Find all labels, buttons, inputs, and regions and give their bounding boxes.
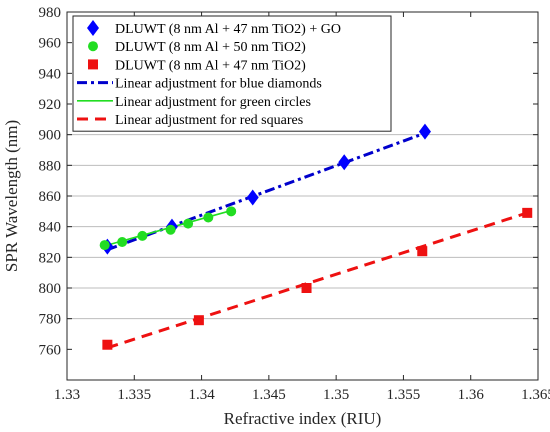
legend-marker-diamond [87,20,99,36]
legend-label: Linear adjustment for red squares [115,113,303,128]
y-tick-label: 800 [39,281,62,297]
data-point-square [193,315,204,326]
legend-label: Linear adjustment for green circles [115,95,311,110]
y-tick-label: 840 [39,220,62,236]
data-point-circle [137,230,148,241]
data-point-circle [99,240,110,251]
data-points [99,123,533,350]
data-point-circle [226,206,237,217]
x-tick-label: 1.33 [54,387,80,403]
y-tick-label: 900 [39,128,62,144]
legend-marker-circle [88,41,98,52]
data-point-circle [183,218,194,229]
data-point-square [301,283,312,293]
data-point-square [102,339,113,350]
y-tick-label: 980 [39,5,62,21]
x-tick-label: 1.335 [117,387,151,403]
y-tick-label: 860 [39,189,62,205]
y-tick-label: 940 [39,66,62,82]
data-point-square [522,207,533,218]
data-point-diamond [246,189,259,206]
x-axis-label: Refractive index (RIU) [224,409,382,428]
data-point-circle [117,237,128,247]
legend-label: DLUWT (8 nm Al + 47 nm TiO2) + GO [115,22,341,37]
y-tick-label: 820 [39,250,62,266]
x-tick-label: 1.365 [521,387,550,403]
y-tick-label: 780 [39,312,62,328]
fit-line [106,211,528,350]
data-point-square [417,246,428,257]
data-point-circle [165,224,176,235]
axis-ticks: 1.33 1.335 1.34 1.345 1.35 1.355 1.36 1.365 760 7… [39,5,550,403]
legend-marker-square [88,59,98,70]
legend-label: Linear adjustment for blue diamonds [115,77,322,92]
data-point-diamond [418,123,431,140]
legend: DLUWT (8 nm Al + 47 nm TiO2) + GO DLUWT (… [72,15,392,132]
legend-label: DLUWT (8 nm Al + 50 nm TiO2) [115,40,306,55]
data-point-circle [203,212,214,223]
x-tick-label: 1.355 [387,387,421,403]
y-axis-label: SPR Wavelength (nm) [2,120,21,272]
y-tick-label: 880 [39,158,62,174]
legend-box [72,15,392,132]
data-point-diamond [338,154,351,171]
x-tick-label: 1.34 [188,387,215,403]
y-tick-label: 760 [39,342,62,358]
x-tick-label: 1.345 [252,387,286,403]
x-tick-label: 1.35 [323,387,349,403]
y-tick-label: 960 [39,36,62,52]
x-tick-label: 1.36 [458,387,485,403]
y-tick-label: 920 [39,97,62,113]
legend-label: DLUWT (8 nm Al + 47 nm TiO2) [115,58,306,73]
